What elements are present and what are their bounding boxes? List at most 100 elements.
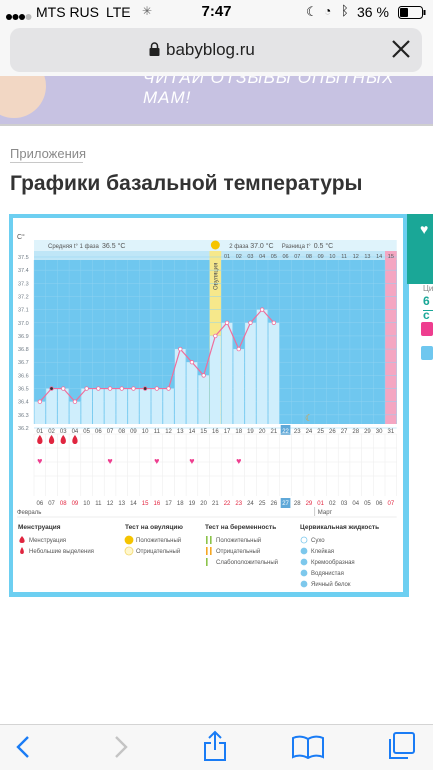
month-mar: Март: [318, 510, 333, 516]
calendar-date-label: 01: [317, 501, 324, 507]
temp-point: [84, 386, 89, 391]
cycle-day-label: 27: [341, 429, 348, 435]
top-day-label: 13: [364, 254, 370, 260]
calendar-date-label: 18: [177, 501, 184, 507]
top-day-label: 07: [294, 254, 300, 260]
browser-address-bar: babyblog.ru: [0, 24, 433, 76]
legend-menstruation-title: Менструация: [18, 524, 61, 531]
temp-point: [49, 386, 54, 391]
temp-bar: [46, 388, 57, 424]
bookmarks-icon[interactable]: [292, 735, 324, 764]
legend-cervical-item: Яичный белок: [311, 581, 351, 588]
y-tick-label: 36.4: [18, 400, 29, 406]
temp-point: [166, 386, 171, 391]
calendar-date-label: 09: [72, 501, 79, 507]
intercourse-heart-icon: ♥: [154, 456, 159, 466]
legend-ovulation-item: Отрицательный: [136, 548, 180, 555]
calendar-date-label: 19: [189, 501, 196, 507]
calendar-date-label: 26: [271, 501, 278, 507]
intercourse-heart-icon: ♥: [236, 456, 241, 466]
url-field[interactable]: babyblog.ru: [10, 28, 422, 72]
ovulation-test-legend-icon: [124, 535, 134, 545]
month-feb: Февраль: [17, 510, 41, 516]
calendar-date-label: 20: [200, 501, 207, 507]
calendar-date-label: 07: [48, 501, 55, 507]
cervical-legend-icon: [300, 536, 308, 544]
calendar-date-label: 13: [118, 501, 125, 507]
intercourse-heart-icon: ♥: [189, 456, 194, 466]
breadcrumb[interactable]: Приложения: [10, 146, 87, 161]
y-tick-label: 37.1: [18, 308, 29, 314]
temp-point: [37, 399, 43, 404]
legend-pregnancy-item: Слабоположительный: [216, 559, 278, 566]
forward-icon[interactable]: [114, 735, 128, 764]
menstruation-drop-icon: [37, 435, 43, 444]
phase2-label: 2 фаза: [229, 244, 249, 250]
share-button[interactable]: [421, 322, 433, 336]
temp-bar: [116, 388, 128, 424]
cycle-day-label: 16: [212, 429, 219, 435]
temp-bar: [104, 388, 116, 424]
top-day-label: 08: [306, 254, 312, 260]
top-day-label: 12: [353, 254, 359, 260]
y-tick-label: 36.3: [18, 413, 29, 419]
status-bar: MTS RUS LTE ✳ 7:47 ☾ ◔ ᛒ 36 %: [0, 0, 433, 24]
temp-bar: [256, 309, 268, 424]
side-panel-value: 6 с: [423, 294, 430, 322]
back-icon[interactable]: [16, 735, 30, 764]
calendar-date-label: 10: [83, 501, 90, 507]
pregnancy-test-legend-icon: [210, 547, 212, 555]
legend-cervical-item: Клейкая: [311, 548, 334, 555]
cycle-day-label: 25: [317, 429, 324, 435]
calendar-date-label: 06: [37, 501, 44, 507]
clock: 7:47: [201, 3, 232, 20]
y-tick-label: 37.5: [18, 255, 29, 261]
temp-point: [72, 399, 78, 404]
y-tick-label: 36.9: [18, 334, 29, 340]
network-type: LTE: [106, 4, 131, 20]
temp-bar: [93, 388, 104, 424]
top-day-label: 05: [271, 254, 277, 260]
tabs-icon[interactable]: [387, 732, 415, 765]
cycle-day-label: 29: [364, 429, 371, 435]
top-day-label: 09: [318, 254, 324, 260]
menstruation-drop-icon: [72, 435, 78, 444]
alarm-icon: ◔: [324, 4, 332, 18]
legend-menstruation-item: Менструация: [29, 538, 66, 544]
cycle-day-label: 24: [306, 429, 313, 435]
lock-icon: [149, 42, 160, 61]
calendar-date-label: 02: [329, 501, 336, 507]
cycle-day-label: 14: [189, 429, 196, 435]
share-icon[interactable]: [203, 730, 227, 767]
side-panel[interactable]: ♥: [407, 214, 433, 284]
calendar-date-label: 17: [165, 501, 172, 507]
calendar-date-label: 12: [107, 501, 114, 507]
close-icon[interactable]: [391, 39, 411, 64]
cycle-day-label: 17: [224, 429, 231, 435]
breadcrumb-underline: [10, 162, 83, 163]
cycle-day-label: 28: [352, 429, 359, 435]
add-button[interactable]: [421, 346, 433, 360]
temp-bar: [245, 322, 256, 424]
temp-point: [154, 386, 160, 391]
intercourse-heart-icon: ♥: [37, 456, 42, 466]
cycle-day-label: 03: [60, 429, 67, 435]
cycle-day-label: 05: [83, 429, 90, 435]
legend-pregnancy-title: Тест на беременность: [205, 523, 276, 531]
calendar-date-label: 24: [247, 501, 254, 507]
temp-point: [236, 346, 241, 352]
ad-banner[interactable]: ЧИТАЙ ОТЗЫВЫ ОПЫТНЫХ МАМ!: [0, 76, 433, 124]
top-day-label: 10: [329, 254, 335, 260]
today-date-marker: [280, 498, 291, 508]
cervical-legend-icon: [300, 569, 308, 577]
menstruation-legend-icon: [20, 547, 24, 554]
moon-icon: ☾: [306, 4, 318, 19]
temp-bar: [210, 335, 221, 424]
ovulation-test-legend-icon: [124, 546, 134, 556]
phase2-value: 37.0 °C: [250, 242, 273, 250]
temp-bar: [139, 388, 151, 424]
calendar-date-label: 23: [235, 501, 242, 507]
temp-point: [142, 386, 148, 391]
battery-percent: 36 %: [357, 4, 389, 20]
cycle-day-label: 20: [259, 429, 266, 435]
